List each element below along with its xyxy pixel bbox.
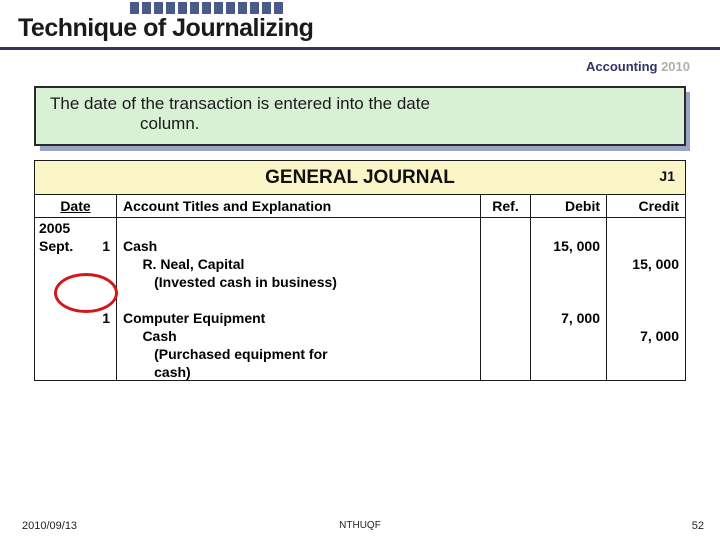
table-row: 1Computer Equipment 7, 000	[35, 308, 685, 326]
callout-content: The date of the transaction is entered i…	[34, 86, 686, 146]
cell-debit: 7, 000	[531, 308, 607, 326]
table-row: R. Neal, Capital 15, 000	[35, 254, 685, 272]
callout-box: The date of the transaction is entered i…	[34, 86, 686, 146]
cell-ref	[481, 308, 531, 326]
table-row: (Purchased equipment for	[35, 344, 685, 362]
cell-credit	[607, 308, 685, 326]
cell-account: (Purchased equipment for	[117, 344, 481, 362]
cell-ref	[481, 218, 531, 236]
table-row: (Invested cash in business)	[35, 272, 685, 290]
head-date: Date	[35, 195, 117, 218]
cell-account: Computer Equipment	[117, 308, 481, 326]
callout-line1: The date of the transaction is entered i…	[50, 94, 670, 114]
subhead-year: 2010	[661, 59, 690, 74]
cell-debit	[531, 344, 607, 362]
journal-title-row: GENERAL JOURNAL J1	[35, 161, 685, 195]
cell-date	[35, 326, 117, 344]
cell-account: Cash	[117, 326, 481, 344]
cell-ref	[481, 290, 531, 308]
head-ref: Ref.	[481, 195, 531, 218]
table-row: Cash 7, 000	[35, 326, 685, 344]
cell-ref	[481, 326, 531, 344]
cell-credit	[607, 272, 685, 290]
cell-account: (Invested cash in business)	[117, 272, 481, 290]
subhead-text: Accounting	[586, 59, 661, 74]
cell-date: 2005	[35, 218, 117, 236]
decorative-stripes	[130, 2, 283, 14]
cell-credit	[607, 362, 685, 380]
journal-header-row: Date Account Titles and Explanation Ref.…	[35, 195, 685, 218]
cell-debit	[531, 254, 607, 272]
cell-account	[117, 218, 481, 236]
slide-title: Technique of Journalizing	[18, 14, 720, 43]
head-debit: Debit	[531, 195, 607, 218]
cell-ref	[481, 272, 531, 290]
cell-credit	[607, 344, 685, 362]
cell-credit: 7, 000	[607, 326, 685, 344]
cell-ref	[481, 236, 531, 254]
table-row	[35, 290, 685, 308]
cell-account: R. Neal, Capital	[117, 254, 481, 272]
cell-date	[35, 290, 117, 308]
cell-debit: 15, 000	[531, 236, 607, 254]
cell-credit: 15, 000	[607, 254, 685, 272]
cell-debit	[531, 218, 607, 236]
cell-account: Cash	[117, 236, 481, 254]
head-credit: Credit	[607, 195, 685, 218]
cell-account	[117, 290, 481, 308]
cell-date	[35, 362, 117, 380]
cell-debit	[531, 290, 607, 308]
cell-ref	[481, 254, 531, 272]
cell-date	[35, 272, 117, 290]
journal-body: 2005Sept.1Cash15, 000 R. Neal, Capital15…	[35, 218, 685, 380]
cell-debit	[531, 362, 607, 380]
subheader: Accounting 2010	[0, 50, 720, 84]
cell-ref	[481, 344, 531, 362]
cell-date: Sept.1	[35, 236, 117, 254]
head-acct: Account Titles and Explanation	[117, 195, 481, 218]
callout-line2: column.	[50, 114, 670, 134]
cell-ref	[481, 362, 531, 380]
cell-credit	[607, 236, 685, 254]
general-journal-table: GENERAL JOURNAL J1 Date Account Titles a…	[34, 160, 686, 381]
footer-center: NTHUQF	[339, 520, 381, 531]
journal-page-ref: J1	[659, 168, 675, 184]
cell-date	[35, 344, 117, 362]
cell-debit	[531, 326, 607, 344]
cell-account: cash)	[117, 362, 481, 380]
cell-credit	[607, 290, 685, 308]
cell-credit	[607, 218, 685, 236]
cell-date	[35, 254, 117, 272]
title-bar: Technique of Journalizing	[0, 0, 720, 50]
table-row: 2005	[35, 218, 685, 236]
footer: 2010/09/13 NTHUQF 52	[0, 520, 720, 532]
table-row: cash)	[35, 362, 685, 380]
cell-debit	[531, 272, 607, 290]
journal-title: GENERAL JOURNAL	[265, 167, 455, 188]
table-row: Sept.1Cash 15, 000	[35, 236, 685, 254]
cell-date: 1	[35, 308, 117, 326]
